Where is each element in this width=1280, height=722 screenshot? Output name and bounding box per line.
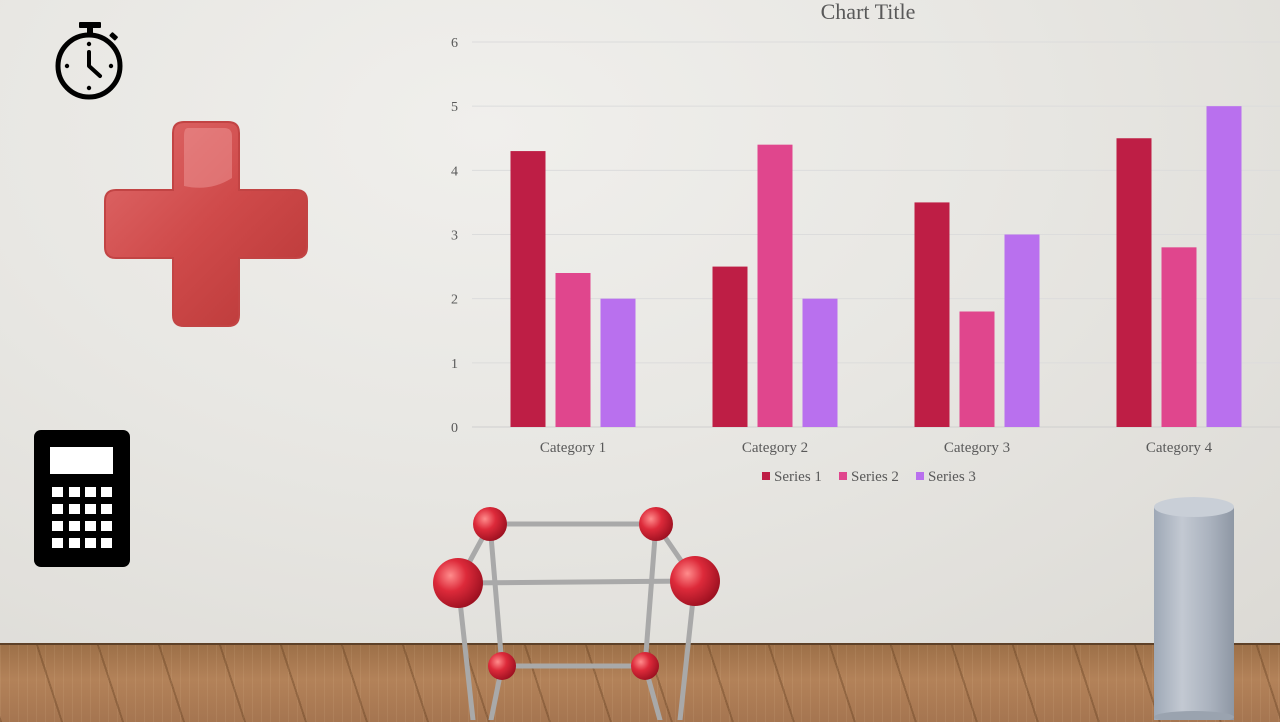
legend-swatch — [839, 472, 847, 480]
legend-label: Series 1 — [774, 469, 822, 485]
plus-icon — [104, 121, 308, 327]
bar — [914, 202, 950, 427]
x-tick-label: Category 1 — [540, 440, 606, 456]
bar — [1161, 247, 1197, 427]
cylinder-shape — [1154, 497, 1234, 720]
y-tick-label: 6 — [451, 36, 458, 51]
calculator-icon — [34, 430, 130, 567]
bar — [600, 298, 636, 427]
stopwatch-icon — [55, 22, 123, 100]
x-axis-labels: Category 1 Category 2 Category 3 Category 4 — [540, 440, 1213, 456]
bar — [959, 311, 995, 427]
chart-title: Chart Title — [821, 0, 916, 24]
bar — [1206, 106, 1242, 428]
legend-label: Series 3 — [928, 469, 976, 485]
y-tick-label: 0 — [451, 421, 458, 436]
bar-chart: Chart Title 0 1 2 3 4 5 6 Category 1 Category 2… — [451, 0, 1280, 485]
x-tick-label: Category 2 — [742, 440, 808, 456]
y-tick-label: 3 — [451, 229, 458, 244]
bar — [712, 266, 748, 427]
bar — [1004, 234, 1040, 427]
legend-swatch — [762, 472, 770, 480]
y-tick-label: 5 — [451, 100, 458, 115]
bar — [1116, 138, 1152, 427]
legend: Series 1 Series 2 Series 3 — [762, 469, 976, 485]
bar — [555, 273, 591, 427]
y-tick-label: 1 — [451, 357, 458, 372]
bar — [510, 151, 546, 428]
bar — [802, 298, 838, 427]
y-tick-label: 2 — [451, 293, 458, 308]
y-tick-label: 4 — [451, 164, 458, 179]
legend-swatch — [916, 472, 924, 480]
bar — [757, 144, 793, 427]
bars — [510, 106, 1242, 428]
x-tick-label: Category 4 — [1146, 440, 1213, 456]
molecule-model — [433, 507, 720, 720]
legend-label: Series 2 — [851, 469, 899, 485]
x-tick-label: Category 3 — [944, 440, 1010, 456]
